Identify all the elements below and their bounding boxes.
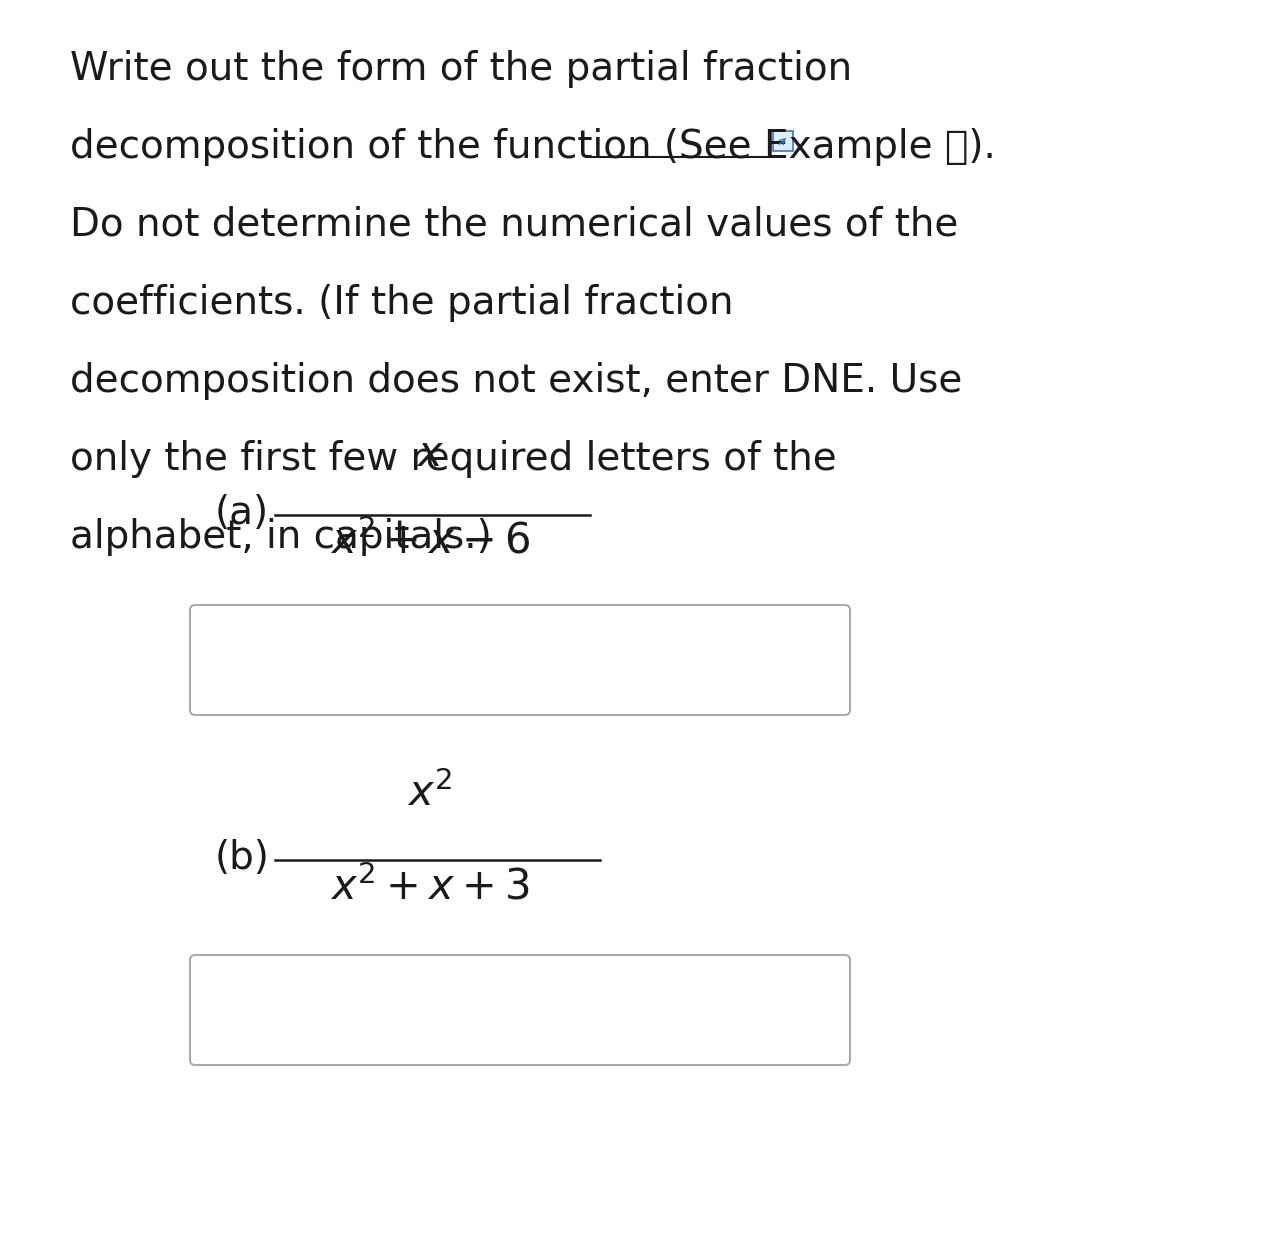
Text: Write out the form of the partial fraction: Write out the form of the partial fracti… bbox=[71, 50, 853, 88]
Text: $x^2 + x - 6$: $x^2 + x - 6$ bbox=[330, 520, 530, 563]
Text: (b): (b) bbox=[214, 839, 270, 877]
Text: (a): (a) bbox=[214, 494, 270, 532]
Text: decomposition of the function (See Example ⧉).: decomposition of the function (See Examp… bbox=[71, 128, 996, 166]
FancyBboxPatch shape bbox=[190, 955, 850, 1065]
Text: decomposition does not exist, enter DNE. Use: decomposition does not exist, enter DNE.… bbox=[71, 362, 963, 400]
Text: $x^2$: $x^2$ bbox=[407, 773, 452, 814]
Text: Do not determine the numerical values of the: Do not determine the numerical values of… bbox=[71, 206, 958, 244]
Text: $x^2 + x + 3$: $x^2 + x + 3$ bbox=[330, 866, 530, 908]
Text: $x$: $x$ bbox=[416, 433, 444, 475]
Text: only the first few required letters of the: only the first few required letters of t… bbox=[71, 440, 837, 478]
FancyBboxPatch shape bbox=[190, 605, 850, 716]
Text: coefficients. (If the partial fraction: coefficients. (If the partial fraction bbox=[71, 284, 733, 322]
Text: alphabet, in capitals.): alphabet, in capitals.) bbox=[71, 518, 492, 555]
FancyBboxPatch shape bbox=[773, 131, 792, 151]
